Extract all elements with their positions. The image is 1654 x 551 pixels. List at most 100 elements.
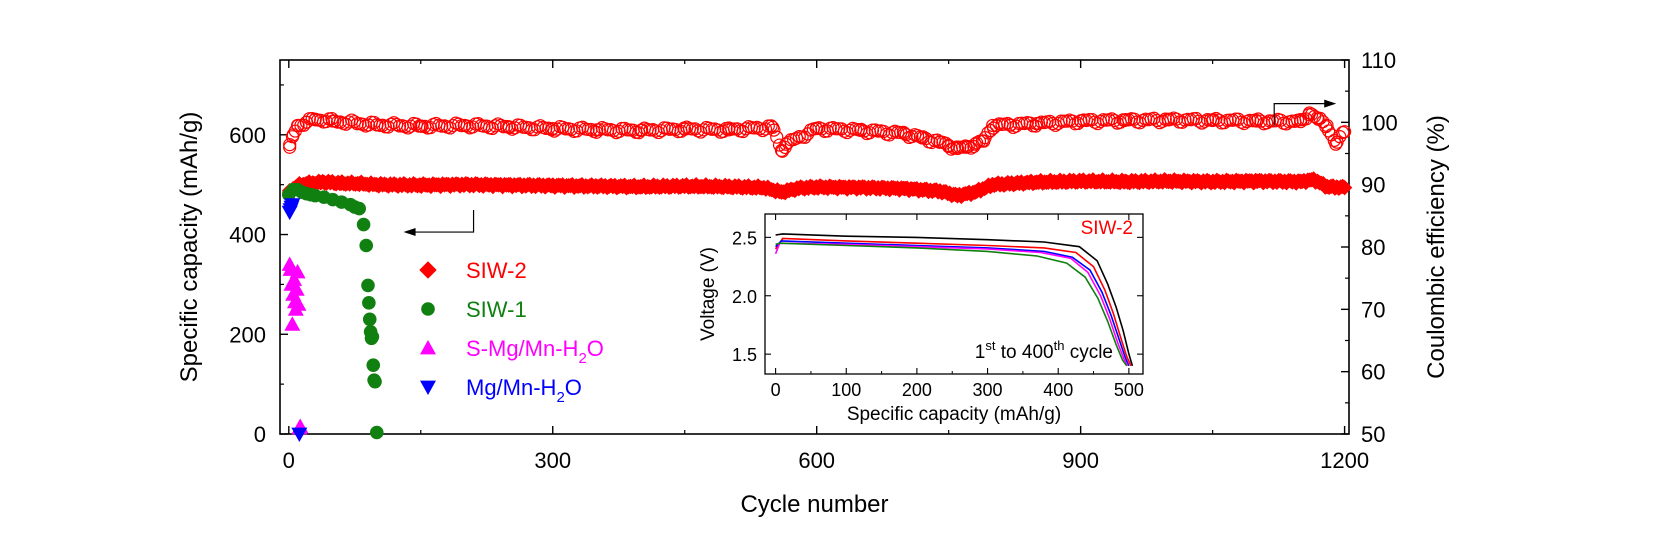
data-point: [1116, 173, 1133, 190]
inset-x-tick-label: 0: [771, 380, 781, 400]
data-point: [950, 141, 965, 156]
y-left-tick-label: 0: [254, 422, 266, 447]
marker-open-circle: [618, 121, 632, 135]
data-point: [1292, 173, 1309, 190]
right-axis-arrow: [1273, 103, 1327, 126]
data-point: [1206, 113, 1220, 128]
data-point: [351, 175, 367, 192]
y-left-tick-label: 400: [229, 223, 266, 248]
data-point: [308, 112, 322, 126]
data-point: [1003, 118, 1017, 132]
data-point: [590, 123, 604, 137]
data-point: [1329, 137, 1343, 151]
data-point: [1072, 173, 1089, 189]
data-point: [299, 115, 313, 129]
data-point: [933, 135, 947, 149]
data-point: [968, 137, 982, 151]
inset-x-tick-label: 100: [831, 380, 861, 400]
data-point: [1320, 118, 1334, 133]
inset-x-tick-label: 400: [1043, 380, 1073, 400]
data-point: [291, 427, 308, 442]
marker-open-circle: [404, 119, 418, 133]
data-point: [808, 179, 825, 195]
data-point: [414, 119, 428, 133]
y-left-axis-label: Specific capacity (mAh/g): [176, 112, 203, 383]
data-point: [1336, 179, 1353, 196]
inset-y-tick-label: 1.5: [732, 345, 757, 365]
left-axis-arrow: [413, 210, 475, 233]
marker-open-circle: [508, 121, 522, 135]
plot-area: [281, 106, 1353, 442]
marker-open-circle: [581, 122, 595, 137]
data-point: [791, 180, 807, 196]
data-point: [756, 179, 772, 196]
data-point: [457, 176, 473, 193]
y-right-tick-label: 50: [1361, 422, 1385, 447]
data-point: [766, 120, 780, 134]
x-tick-label: 1200: [1320, 448, 1369, 473]
data-point: [1319, 178, 1335, 195]
legend-label: Mg/Mn-H2O: [466, 375, 582, 406]
inset-curve: [775, 240, 1130, 367]
y-left-tick-label: 200: [229, 322, 266, 347]
marker-open-circle: [1212, 113, 1226, 127]
marker-open-circle: [899, 128, 913, 142]
data-point: [286, 271, 303, 286]
marker-open-circle: [1065, 114, 1079, 128]
y-right-tick-label: 60: [1361, 360, 1385, 385]
data-point: [779, 137, 793, 151]
marker-open-circle: [1108, 113, 1122, 128]
x-axis-label: Cycle number: [740, 491, 888, 518]
inset-cycle-annotation: 1st to 400th cycle: [975, 338, 1113, 363]
data-point: [722, 123, 736, 137]
data-point: [366, 358, 381, 372]
y-left-tick-label: 600: [229, 123, 266, 148]
x-tick-label: 0: [283, 448, 295, 473]
marker-open-circle: [696, 123, 711, 137]
data-point: [365, 329, 380, 344]
data-point: [502, 120, 516, 134]
marker-open-circle: [815, 122, 829, 136]
x-tick-label: 900: [1062, 448, 1099, 473]
data-point: [501, 177, 517, 193]
data-point: [1118, 113, 1132, 128]
legend-marker: [420, 380, 436, 395]
data-point: [316, 174, 332, 190]
data-point: [546, 121, 560, 136]
left-axis-arrowhead: [403, 228, 416, 237]
legend: SIW-2 SIW-1 S-Mg/Mn-H2O Mg/Mn-H2O: [419, 258, 604, 406]
data-point: [1311, 112, 1325, 126]
marker-open-circle: [488, 119, 502, 133]
data-point: [1162, 113, 1176, 127]
y-right-tick-label: 70: [1361, 297, 1385, 322]
legend-label: SIW-1: [466, 297, 527, 322]
marker-open-circle: [789, 131, 804, 145]
data-point: [1248, 173, 1265, 189]
marker-open-circle: [361, 118, 376, 132]
x-tick-label: 600: [798, 448, 835, 473]
marker-open-circle: [930, 133, 944, 147]
marker-open-circle: [556, 120, 570, 134]
data-point: [290, 118, 305, 133]
data-point: [356, 217, 371, 232]
y-right-tick-label: 100: [1361, 110, 1398, 135]
marker-open-circle: [764, 119, 778, 133]
data-point: [959, 140, 973, 154]
legend-label: SIW-2: [466, 258, 527, 283]
data-point: [359, 238, 374, 253]
x-tick-label: 300: [534, 448, 571, 473]
legend-marker: [419, 261, 437, 279]
data-point: [283, 140, 297, 154]
data-point: [1030, 116, 1044, 131]
data-point: [288, 281, 305, 296]
marker-open-circle: [477, 119, 491, 133]
y-right-tick-label: 80: [1361, 235, 1385, 260]
marker-open-circle: [550, 122, 564, 136]
data-point: [1294, 115, 1308, 129]
data-point: [986, 118, 1000, 133]
data-point: [967, 184, 983, 200]
inset-chart: 0 100 200 300 400 500 1.5 2.0 2.5 Specific capaci…: [698, 213, 1144, 425]
inset-curve: [775, 242, 1128, 367]
inset-x-tick-label: 200: [902, 380, 932, 400]
